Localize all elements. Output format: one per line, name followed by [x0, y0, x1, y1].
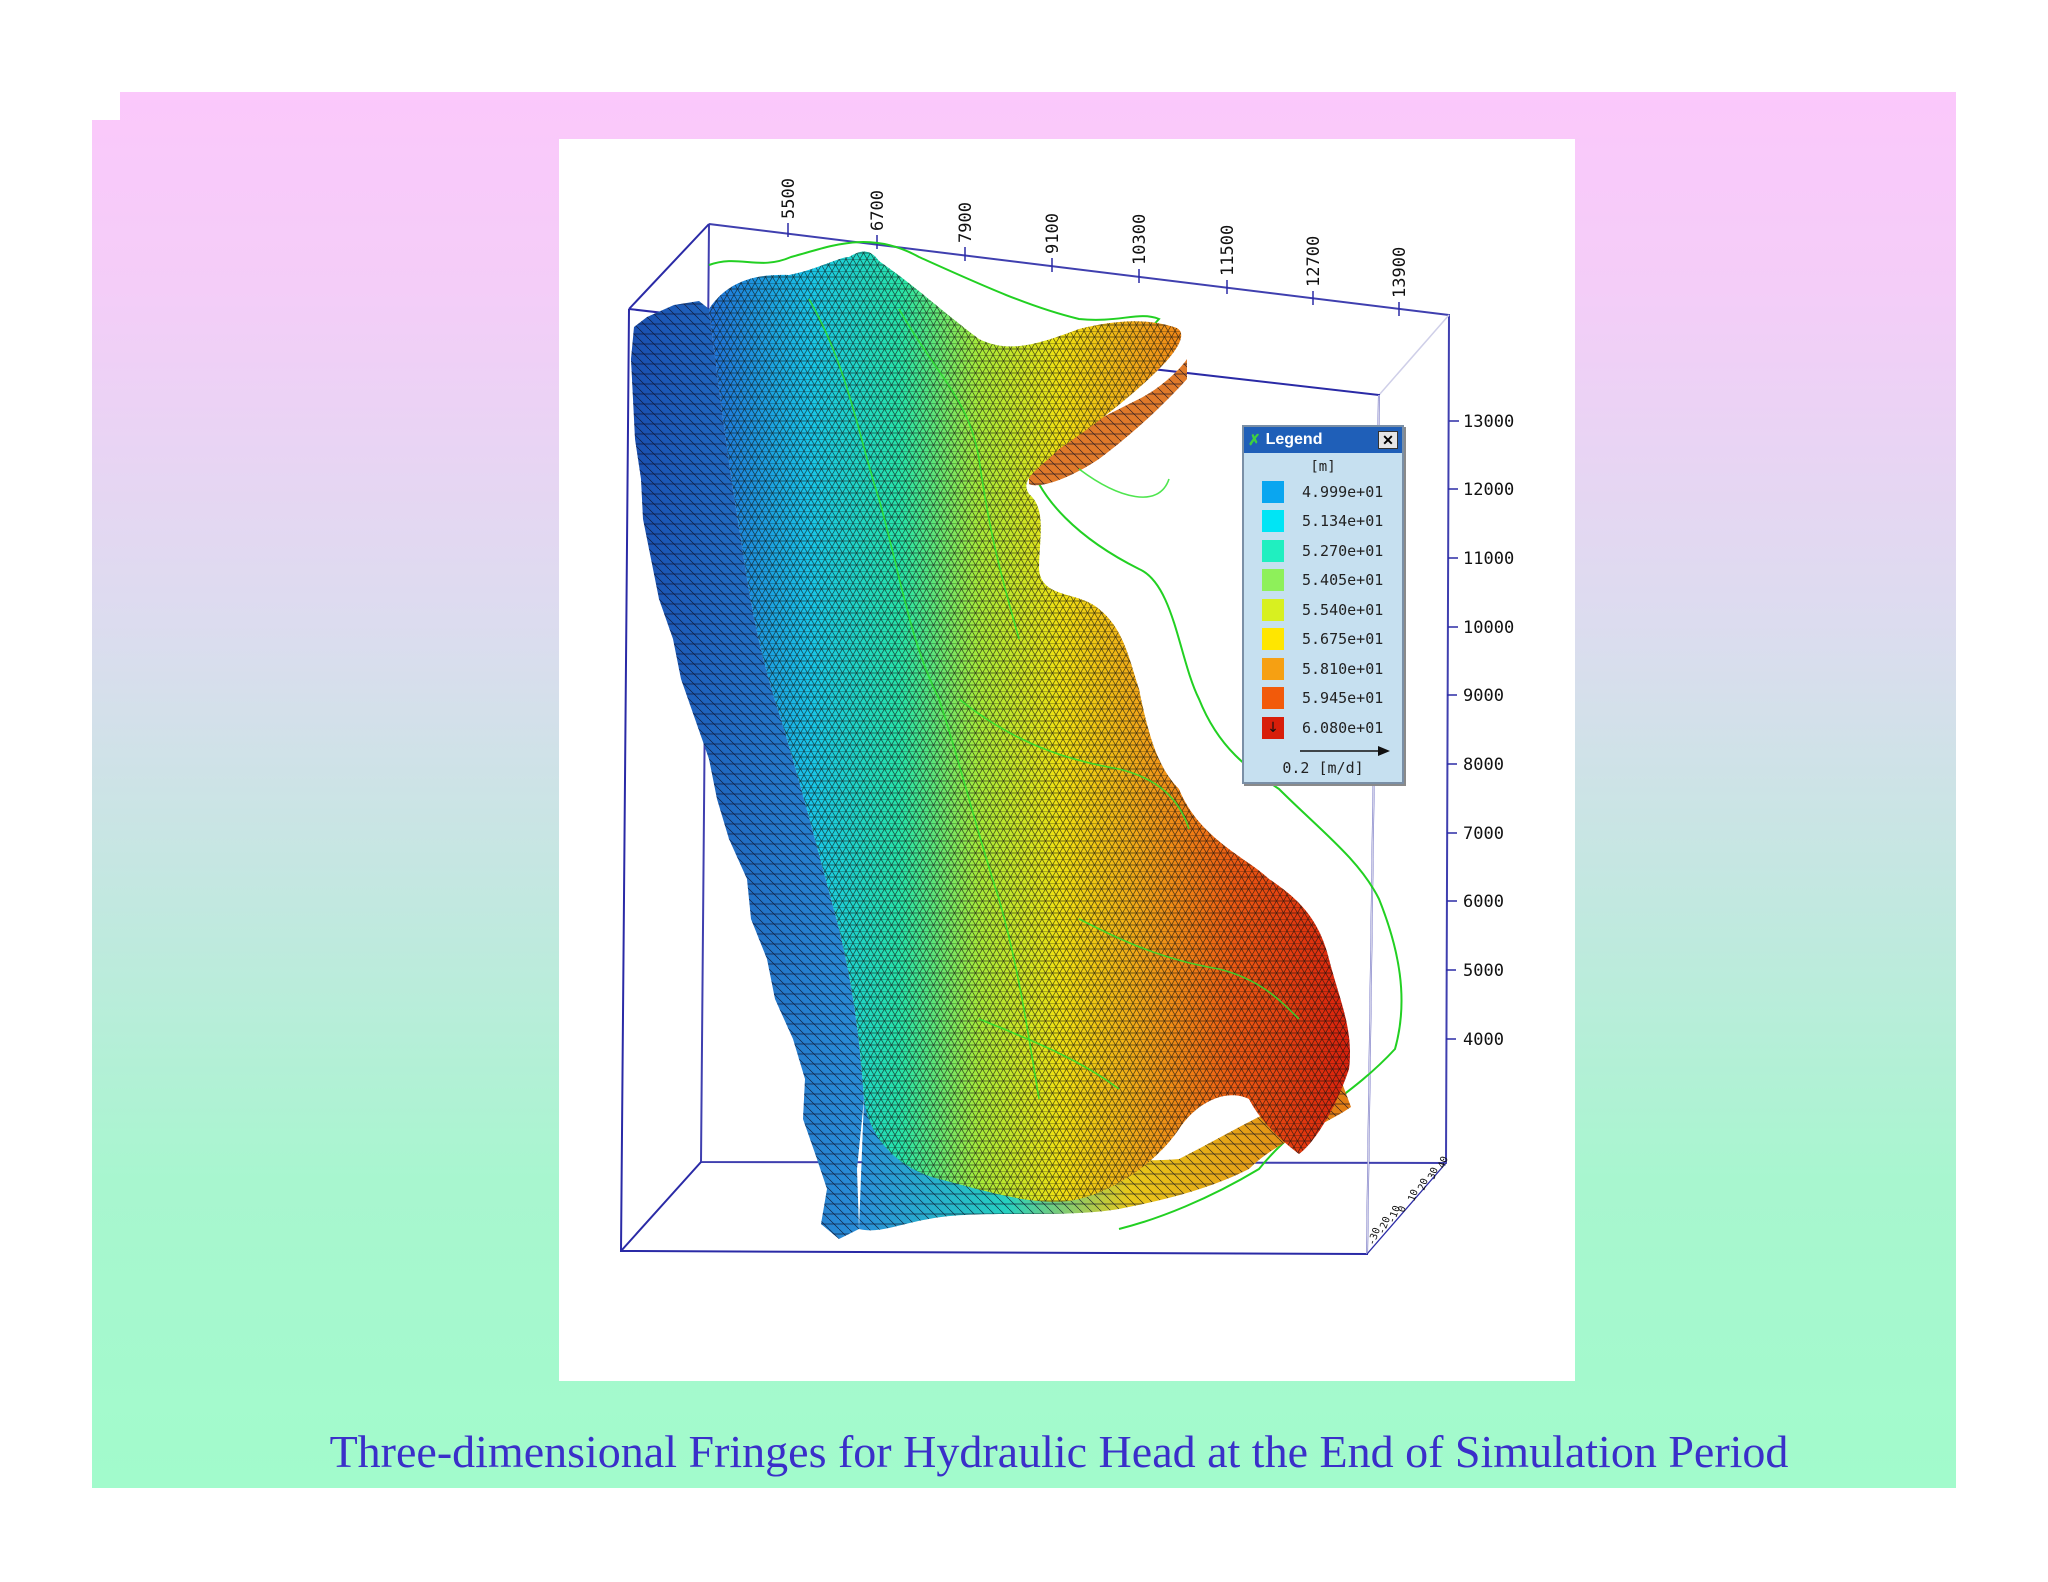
arrow-down-icon: ↓ — [1267, 719, 1279, 736]
x-axis-tick-label: 6700 — [868, 190, 888, 231]
legend-title: Legend — [1265, 431, 1323, 448]
arrow-right-icon — [1300, 745, 1390, 756]
legend-titlebar[interactable]: ✗ Legend ✕ — [1244, 427, 1402, 453]
z-axis-tick-label: 30 — [1426, 1166, 1440, 1181]
legend-entries: 4.999e+01 5.134e+01 5.270e+01 5.405e+01 5.54… — [1244, 477, 1402, 743]
legend-unit: [m] — [1310, 459, 1336, 475]
close-button[interactable]: ✕ — [1378, 431, 1398, 449]
y-axis-tick-label: 13000 — [1463, 412, 1514, 432]
app-logo-icon: ✗ — [1248, 432, 1261, 449]
legend-entry: 4.999e+01 — [1244, 477, 1402, 507]
y-axis-tick-label: 12000 — [1463, 480, 1514, 500]
velocity-arrow — [1300, 743, 1402, 757]
z-axis-tick-label: 20 — [1416, 1177, 1430, 1192]
legend-entry: 5.675e+01 — [1244, 625, 1402, 655]
y-axis-tick-labels: 13000 12000 11000 10000 9000 8000 7000 6000 5000… — [1463, 412, 1514, 1050]
y-axis-tick-label: 10000 — [1463, 618, 1514, 638]
x-axis-tick-labels: 5500 6700 7900 9100 10300 11500 12700 13900 — [779, 178, 1410, 298]
legend-entry: ↓ 6.080e+01 — [1244, 713, 1402, 743]
legend-value: 4.999e+01 — [1302, 482, 1384, 501]
figure-panel: 5500 6700 7900 9100 10300 11500 12700 13900 130… — [559, 139, 1575, 1381]
x-axis — [787, 223, 1400, 316]
x-axis-tick-label: 9100 — [1043, 213, 1063, 254]
z-axis-tick-label: -30 — [1366, 1226, 1383, 1247]
legend-value: 5.270e+01 — [1302, 541, 1384, 560]
legend-swatch — [1262, 510, 1284, 533]
slide-background-notch — [92, 92, 120, 120]
legend-value: 5.134e+01 — [1302, 512, 1384, 531]
x-axis-tick-label: 5500 — [779, 178, 799, 219]
plot-3d-view: 5500 6700 7900 9100 10300 11500 12700 13900 130… — [619, 178, 1514, 1256]
z-axis-tick-label: 40 — [1436, 1155, 1450, 1170]
y-axis-tick-label: 11000 — [1463, 549, 1514, 569]
legend-entry: 5.134e+01 — [1244, 507, 1402, 537]
y-axis-tick-label: 7000 — [1463, 824, 1504, 844]
legend-swatch: ↓ — [1262, 716, 1284, 739]
legend-swatch — [1262, 598, 1284, 621]
legend-swatch — [1262, 539, 1284, 562]
x-axis-tick-label: 7900 — [956, 202, 976, 243]
head-contours — [808, 298, 1300, 1100]
legend-value: 5.405e+01 — [1302, 571, 1384, 590]
x-axis-tick-label: 13900 — [1390, 247, 1410, 298]
legend-swatch — [1262, 480, 1284, 503]
legend-value: 6.080e+01 — [1302, 718, 1384, 737]
legend-value: 5.810e+01 — [1302, 659, 1384, 678]
legend-value: 5.540e+01 — [1302, 600, 1384, 619]
y-axis — [1446, 420, 1459, 1040]
y-axis-tick-label: 5000 — [1463, 961, 1504, 981]
legend-value: 5.945e+01 — [1302, 689, 1384, 708]
z-axis — [1366, 1162, 1447, 1255]
legend-window[interactable]: ✗ Legend ✕ [m] 4.999e+01 5.134e+01 5.270e+… — [1242, 425, 1404, 784]
legend-entry: 5.945e+01 — [1244, 684, 1402, 714]
x-axis-tick-label: 11500 — [1218, 225, 1238, 276]
y-axis-tick-label: 4000 — [1463, 1030, 1504, 1050]
legend-swatch — [1262, 657, 1284, 680]
legend-swatch — [1262, 628, 1284, 651]
legend-swatch — [1262, 569, 1284, 592]
y-axis-tick-label: 8000 — [1463, 755, 1504, 775]
legend-value: 5.675e+01 — [1302, 630, 1384, 649]
z-axis-tick-label: 0 — [1396, 1205, 1408, 1214]
y-axis-tick-label: 9000 — [1463, 686, 1504, 706]
z-axis-tick-label: 10 — [1406, 1188, 1420, 1203]
x-axis-tick-label: 12700 — [1304, 236, 1324, 287]
slide-caption: Three-dimensional Fringes for Hydraulic … — [329, 1426, 1789, 1477]
legend-entry: 5.270e+01 — [1244, 536, 1402, 566]
legend-entry: 5.540e+01 — [1244, 595, 1402, 625]
legend-swatch — [1262, 687, 1284, 710]
legend-entry: 5.810e+01 — [1244, 654, 1402, 684]
velocity-scale-label: 0.2 [m/d] — [1282, 758, 1364, 777]
x-axis-tick-label: 10300 — [1130, 214, 1150, 265]
y-axis-tick-label: 6000 — [1463, 892, 1504, 912]
legend-entry: 5.405e+01 — [1244, 566, 1402, 596]
model-boundary-contour — [708, 241, 1403, 1230]
